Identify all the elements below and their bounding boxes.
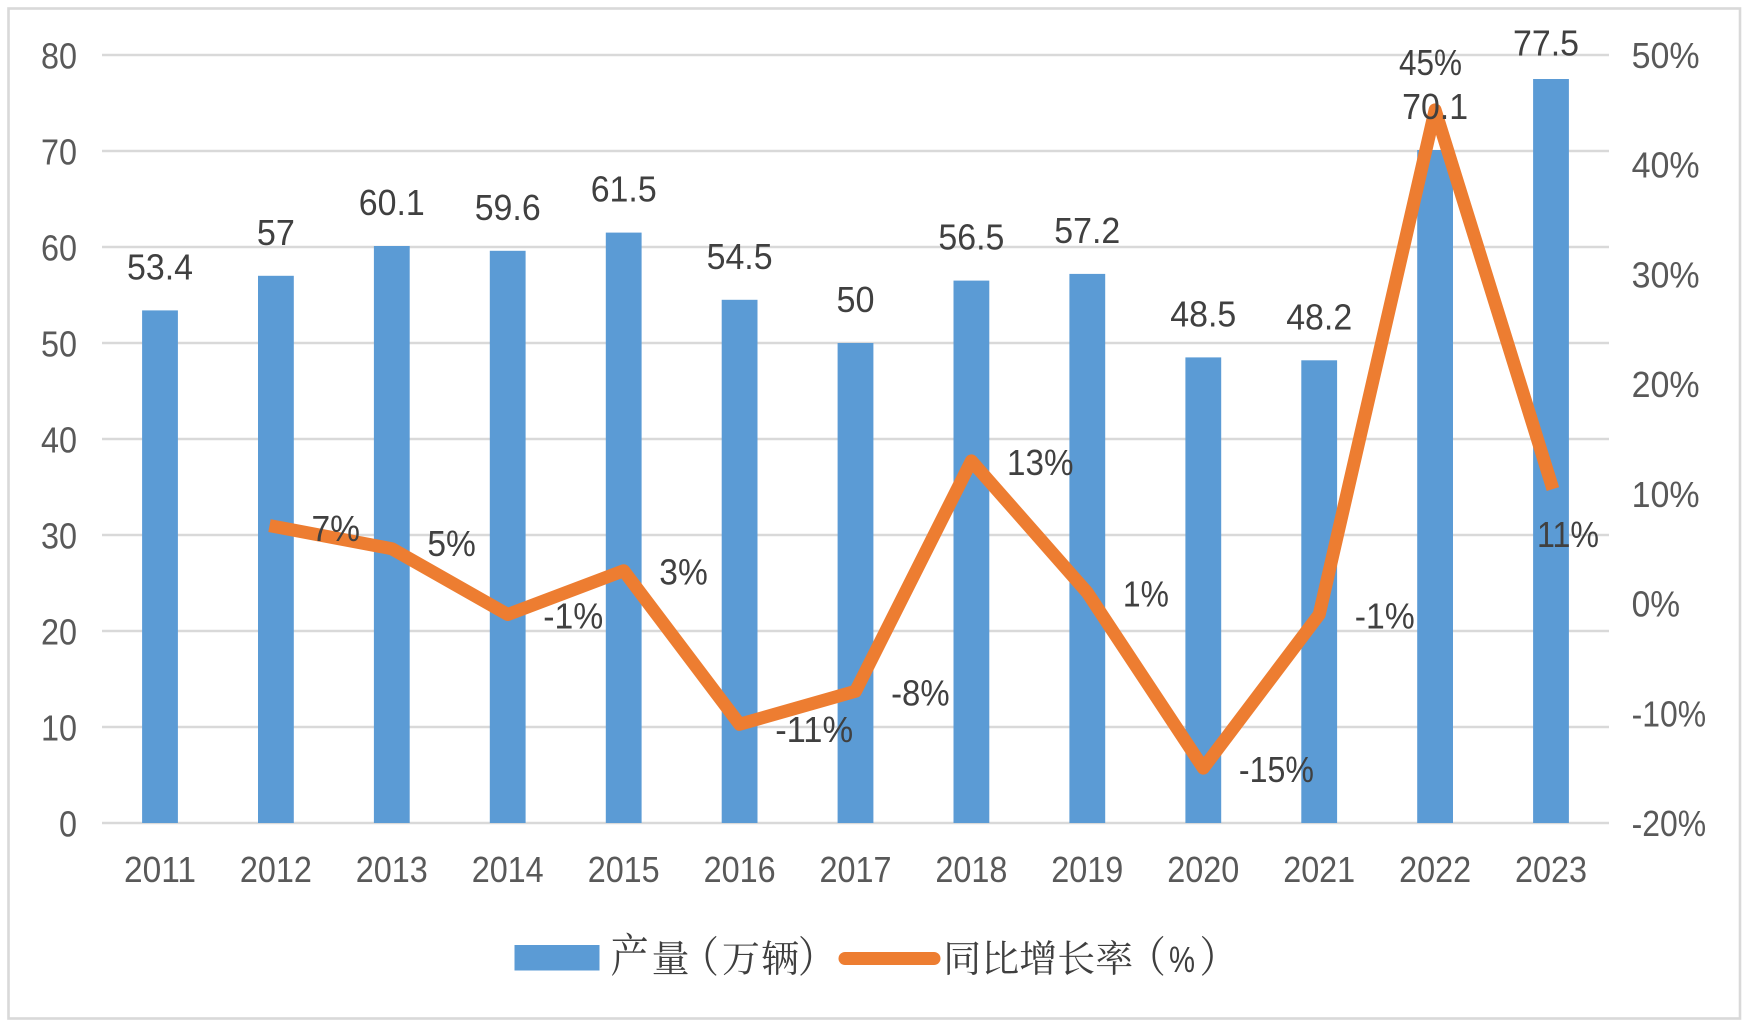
svg-text:2018: 2018 <box>935 849 1007 890</box>
svg-text:10%: 10% <box>1632 474 1700 515</box>
svg-text:2023: 2023 <box>1515 849 1587 890</box>
svg-text:50: 50 <box>837 279 875 320</box>
svg-text:-10%: -10% <box>1632 693 1707 734</box>
svg-text:30%: 30% <box>1632 254 1700 295</box>
svg-text:2012: 2012 <box>240 849 312 890</box>
svg-text:57.2: 57.2 <box>1054 210 1120 251</box>
svg-text:59.6: 59.6 <box>475 187 541 228</box>
svg-text:-8%: -8% <box>891 672 950 713</box>
svg-text:-20%: -20% <box>1632 803 1707 844</box>
svg-text:2022: 2022 <box>1399 849 1471 890</box>
svg-text:-1%: -1% <box>543 596 603 637</box>
svg-text:40%: 40% <box>1632 145 1700 186</box>
svg-text:54.5: 54.5 <box>707 236 773 277</box>
svg-text:40: 40 <box>41 419 77 460</box>
svg-text:61.5: 61.5 <box>591 169 657 210</box>
svg-text:10: 10 <box>41 707 77 748</box>
svg-text:2015: 2015 <box>588 849 660 890</box>
svg-text:20%: 20% <box>1632 364 1700 405</box>
svg-text:2016: 2016 <box>704 849 776 890</box>
svg-text:53.4: 53.4 <box>127 246 193 287</box>
svg-text:2019: 2019 <box>1051 849 1123 890</box>
svg-text:56.5: 56.5 <box>938 217 1004 258</box>
svg-text:50: 50 <box>41 323 77 364</box>
svg-text:2020: 2020 <box>1167 849 1239 890</box>
svg-text:7%: 7% <box>312 508 361 549</box>
svg-text:48.5: 48.5 <box>1170 293 1236 334</box>
svg-text:77.5: 77.5 <box>1513 23 1579 64</box>
svg-text:57: 57 <box>257 212 295 253</box>
svg-text:13%: 13% <box>1007 442 1074 483</box>
svg-text:-15%: -15% <box>1239 749 1314 790</box>
svg-text:70.1: 70.1 <box>1402 86 1468 127</box>
svg-text:60: 60 <box>41 227 77 268</box>
svg-text:-1%: -1% <box>1355 596 1415 637</box>
svg-text:50%: 50% <box>1632 35 1700 76</box>
svg-text:70: 70 <box>41 131 77 172</box>
svg-text:2021: 2021 <box>1283 849 1355 890</box>
svg-text:%: % <box>1169 939 1195 980</box>
svg-text:-11%: -11% <box>775 709 853 750</box>
svg-text:0: 0 <box>59 803 77 844</box>
svg-text:2013: 2013 <box>356 849 428 890</box>
svg-text:2011: 2011 <box>124 849 196 890</box>
svg-text:11%: 11% <box>1537 514 1599 555</box>
svg-text:20: 20 <box>41 611 77 652</box>
svg-text:45%: 45% <box>1399 42 1462 83</box>
svg-text:1%: 1% <box>1123 574 1169 615</box>
svg-text:3%: 3% <box>659 552 708 593</box>
svg-text:0%: 0% <box>1632 584 1681 625</box>
svg-text:80: 80 <box>41 35 77 76</box>
svg-text:60.1: 60.1 <box>359 182 425 223</box>
svg-text:2017: 2017 <box>820 849 892 890</box>
svg-text:30: 30 <box>41 515 77 556</box>
svg-text:5%: 5% <box>427 523 476 564</box>
svg-text:2014: 2014 <box>472 849 544 890</box>
svg-text:48.2: 48.2 <box>1286 296 1352 337</box>
